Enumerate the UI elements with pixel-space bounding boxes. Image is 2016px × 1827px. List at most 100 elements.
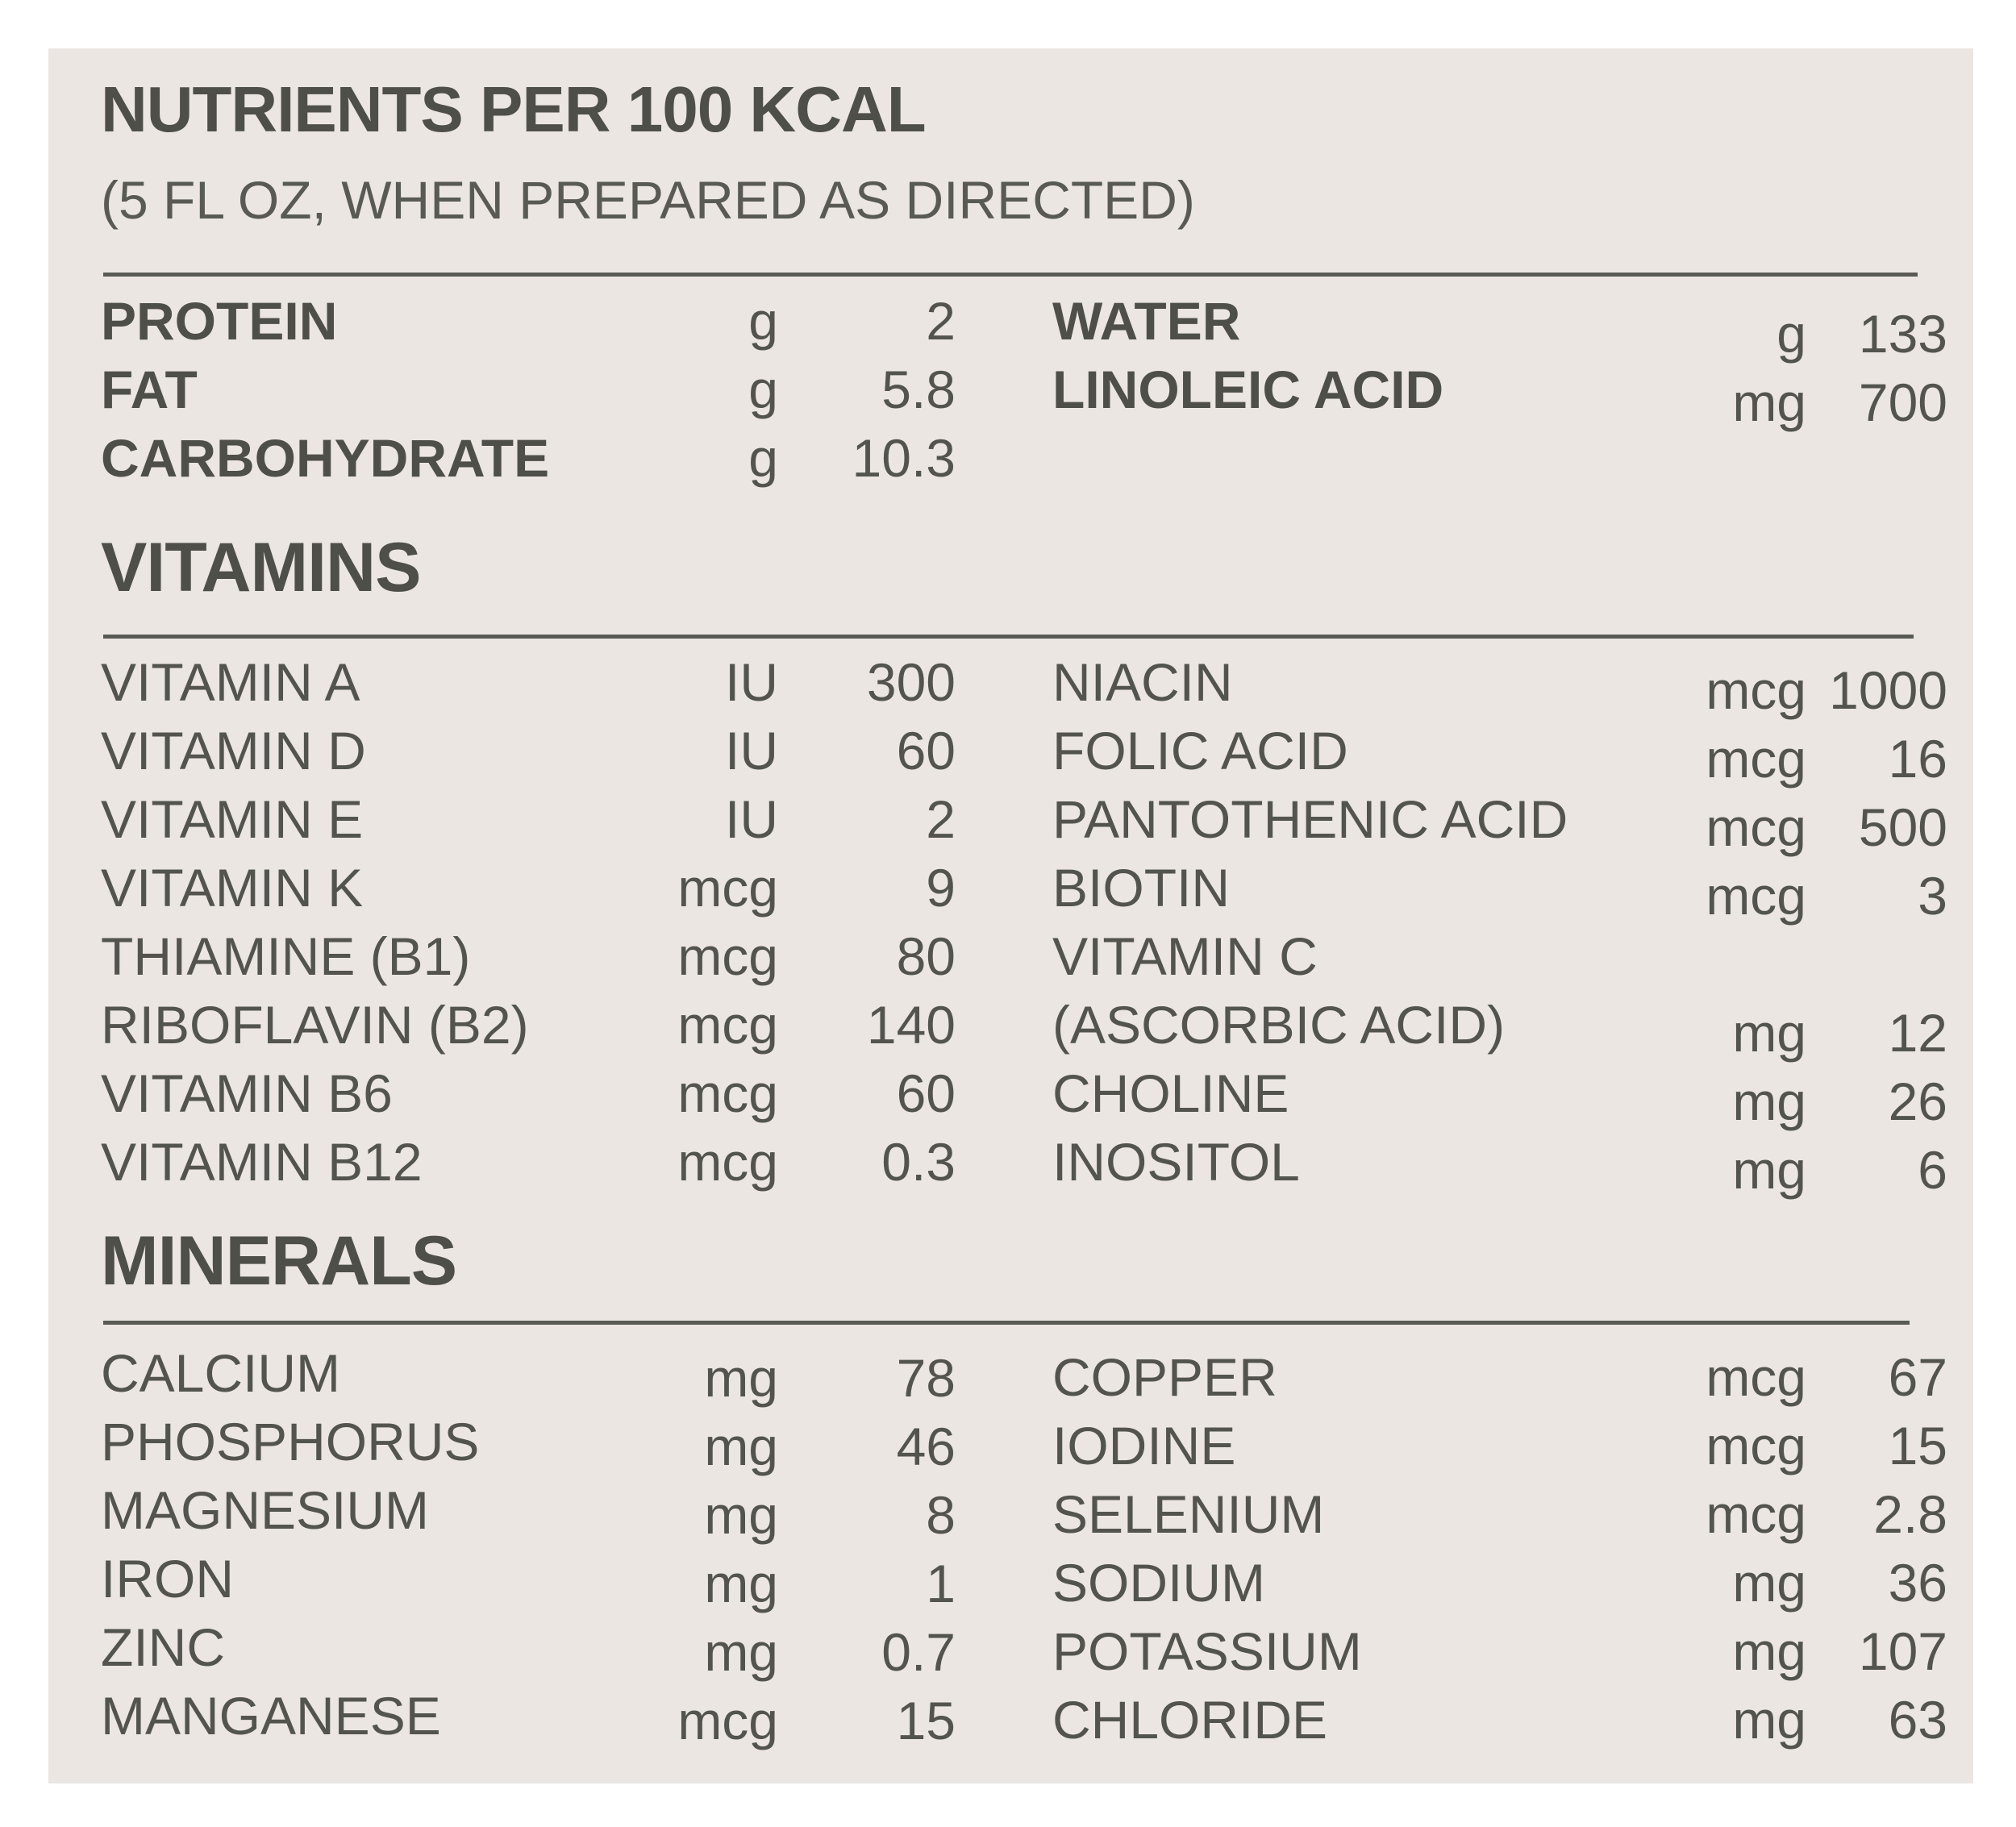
- nutrient-value: 6: [1918, 1140, 1947, 1200]
- nutrient-value: 26: [1888, 1072, 1947, 1131]
- panel-title: NUTRIENTS PER 100 KCAL: [101, 73, 927, 145]
- nutrient-unit: mcg: [1706, 797, 1806, 857]
- mineral-row: MANGANESE mcg 15: [101, 1685, 956, 1753]
- nutrient-name: SODIUM: [1052, 1553, 1265, 1613]
- nutrient-unit: mg: [1732, 1003, 1806, 1063]
- nutrient-name: (ASCORBIC ACID): [1052, 995, 1506, 1055]
- nutrient-unit: mcg: [1706, 866, 1806, 926]
- nutrient-name: IODINE: [1052, 1416, 1236, 1475]
- nutrient-value: 8: [926, 1485, 956, 1545]
- nutrient-unit: mcg: [1706, 1416, 1806, 1475]
- nutrient-name: THIAMINE (B1): [101, 926, 471, 986]
- nutrient-value: 78: [896, 1348, 956, 1408]
- nutrient-unit: mcg: [677, 995, 778, 1055]
- nutrient-value: 60: [896, 1063, 956, 1123]
- nutrient-unit: mg: [704, 1485, 778, 1545]
- mineral-row: CHLORIDE mg 63: [1052, 1689, 1947, 1757]
- nutrient-value: 3: [1918, 866, 1947, 926]
- nutrient-name: VITAMIN E: [101, 789, 364, 849]
- nutrient-name: VITAMIN B6: [101, 1063, 393, 1123]
- nutrient-value: 0.7: [881, 1622, 956, 1682]
- nutrient-name: NIACIN: [1052, 652, 1233, 712]
- nutrient-name: MAGNESIUM: [101, 1480, 430, 1540]
- vitamin-row: VITAMIN E IU 2: [101, 789, 956, 856]
- nutrient-unit: mcg: [1706, 1484, 1806, 1544]
- vitamin-row: PANTOTHENIC ACID mcg 500: [1052, 789, 1947, 857]
- mineral-row: MAGNESIUM mg 8: [101, 1479, 956, 1547]
- nutrient-unit: mcg: [677, 1132, 778, 1192]
- nutrient-unit: mcg: [1706, 660, 1806, 720]
- nutrient-name: WATER: [1052, 291, 1241, 351]
- nutrient-name: VITAMIN A: [101, 652, 360, 712]
- mineral-row: PHOSPHORUS mg 46: [101, 1411, 956, 1479]
- nutrient-name: CALCIUM: [101, 1343, 341, 1403]
- nutrient-unit: g: [748, 428, 778, 488]
- nutrient-name: INOSITOL: [1052, 1132, 1300, 1192]
- nutrient-name: IRON: [101, 1549, 234, 1609]
- vitamin-row: NIACIN mcg 1000: [1052, 651, 1947, 720]
- vitamin-row: VITAMIN D IU 60: [101, 720, 956, 788]
- mineral-row: SELENIUM mcg 2.8: [1052, 1484, 1947, 1551]
- nutrient-value: 12: [1888, 1003, 1947, 1063]
- nutrient-value: 1000: [1829, 660, 1947, 720]
- mineral-row: ZINC mg 0.7: [101, 1617, 956, 1684]
- nutrient-value: 300: [866, 652, 956, 712]
- minerals-heading: MINERALS: [101, 1222, 457, 1300]
- mineral-row: POTASSIUM mg 107: [1052, 1621, 1947, 1688]
- vitamin-row: INOSITOL mg 6: [1052, 1131, 1947, 1200]
- nutrient-unit: IU: [725, 652, 778, 712]
- vitamins-heading: VITAMINS: [101, 529, 422, 606]
- vitamin-row: VITAMIN B12 mcg 0.3: [101, 1131, 956, 1199]
- nutrient-name: COPPER: [1052, 1347, 1277, 1407]
- nutrient-unit: mg: [1732, 1072, 1806, 1131]
- nutrient-name: CARBOHYDRATE: [101, 428, 550, 488]
- nutrient-unit: g: [748, 291, 778, 351]
- vitamin-row: VITAMIN C: [1052, 926, 1947, 993]
- panel-subtitle: (5 FL OZ, WHEN PREPARED AS DIRECTED): [101, 170, 1195, 230]
- nutrient-value: 10.3: [852, 428, 956, 488]
- nutrient-name: VITAMIN C: [1052, 926, 1318, 986]
- nutrient-unit: mcg: [1706, 729, 1806, 789]
- nutrient-name: ZINC: [101, 1617, 225, 1677]
- nutrient-name: CHLORIDE: [1052, 1690, 1328, 1750]
- nutrient-value: 500: [1858, 797, 1947, 857]
- nutrient-value: 700: [1858, 372, 1947, 432]
- nutrient-unit: mcg: [677, 1063, 778, 1123]
- mineral-row: IRON mg 1: [101, 1548, 956, 1616]
- nutrient-name: RIBOFLAVIN (B2): [101, 995, 529, 1055]
- nutrient-name: BIOTIN: [1052, 858, 1231, 918]
- vitamin-row: THIAMINE (B1) mcg 80: [101, 926, 956, 993]
- vitamin-row: CHOLINE mg 26: [1052, 1063, 1947, 1131]
- nutrient-unit: mg: [704, 1554, 778, 1613]
- nutrient-unit: mg: [704, 1348, 778, 1408]
- nutrient-name: VITAMIN B12: [101, 1132, 423, 1192]
- nutrient-name: FOLIC ACID: [1052, 721, 1348, 780]
- nutrient-value: 2: [926, 291, 956, 351]
- nutrient-name: LINOLEIC ACID: [1052, 360, 1444, 419]
- nutrient-name: SELENIUM: [1052, 1484, 1325, 1544]
- nutrition-panel: NUTRIENTS PER 100 KCAL (5 FL OZ, WHEN PR…: [48, 48, 1973, 1783]
- nutrient-unit: mg: [1732, 1140, 1806, 1200]
- macro-row: LINOLEIC ACID mg 700: [1052, 359, 1947, 432]
- mineral-row: COPPER mcg 67: [1052, 1346, 1947, 1414]
- mineral-row: CALCIUM mg 78: [101, 1342, 956, 1410]
- divider: [103, 635, 1914, 639]
- nutrient-unit: mcg: [677, 858, 778, 918]
- nutrient-value: 107: [1858, 1621, 1947, 1681]
- vitamin-row: VITAMIN B6 mcg 60: [101, 1063, 956, 1130]
- nutrient-unit: mg: [1732, 1553, 1806, 1613]
- nutrient-value: 133: [1858, 304, 1947, 364]
- nutrient-name: CHOLINE: [1052, 1063, 1289, 1123]
- mineral-row: IODINE mcg 15: [1052, 1415, 1947, 1483]
- nutrient-unit: IU: [725, 721, 778, 780]
- nutrient-unit: g: [1776, 304, 1806, 364]
- macro-row: CARBOHYDRATE g 10.3: [101, 427, 956, 495]
- nutrient-value: 140: [866, 995, 956, 1055]
- vitamin-row: VITAMIN A IU 300: [101, 651, 956, 719]
- nutrient-unit: mg: [704, 1417, 778, 1476]
- nutrient-unit: mg: [1732, 1621, 1806, 1681]
- nutrient-value: 46: [896, 1417, 956, 1476]
- nutrient-unit: mg: [704, 1622, 778, 1682]
- nutrient-unit: mcg: [677, 1691, 778, 1750]
- nutrient-value: 2.8: [1873, 1484, 1947, 1544]
